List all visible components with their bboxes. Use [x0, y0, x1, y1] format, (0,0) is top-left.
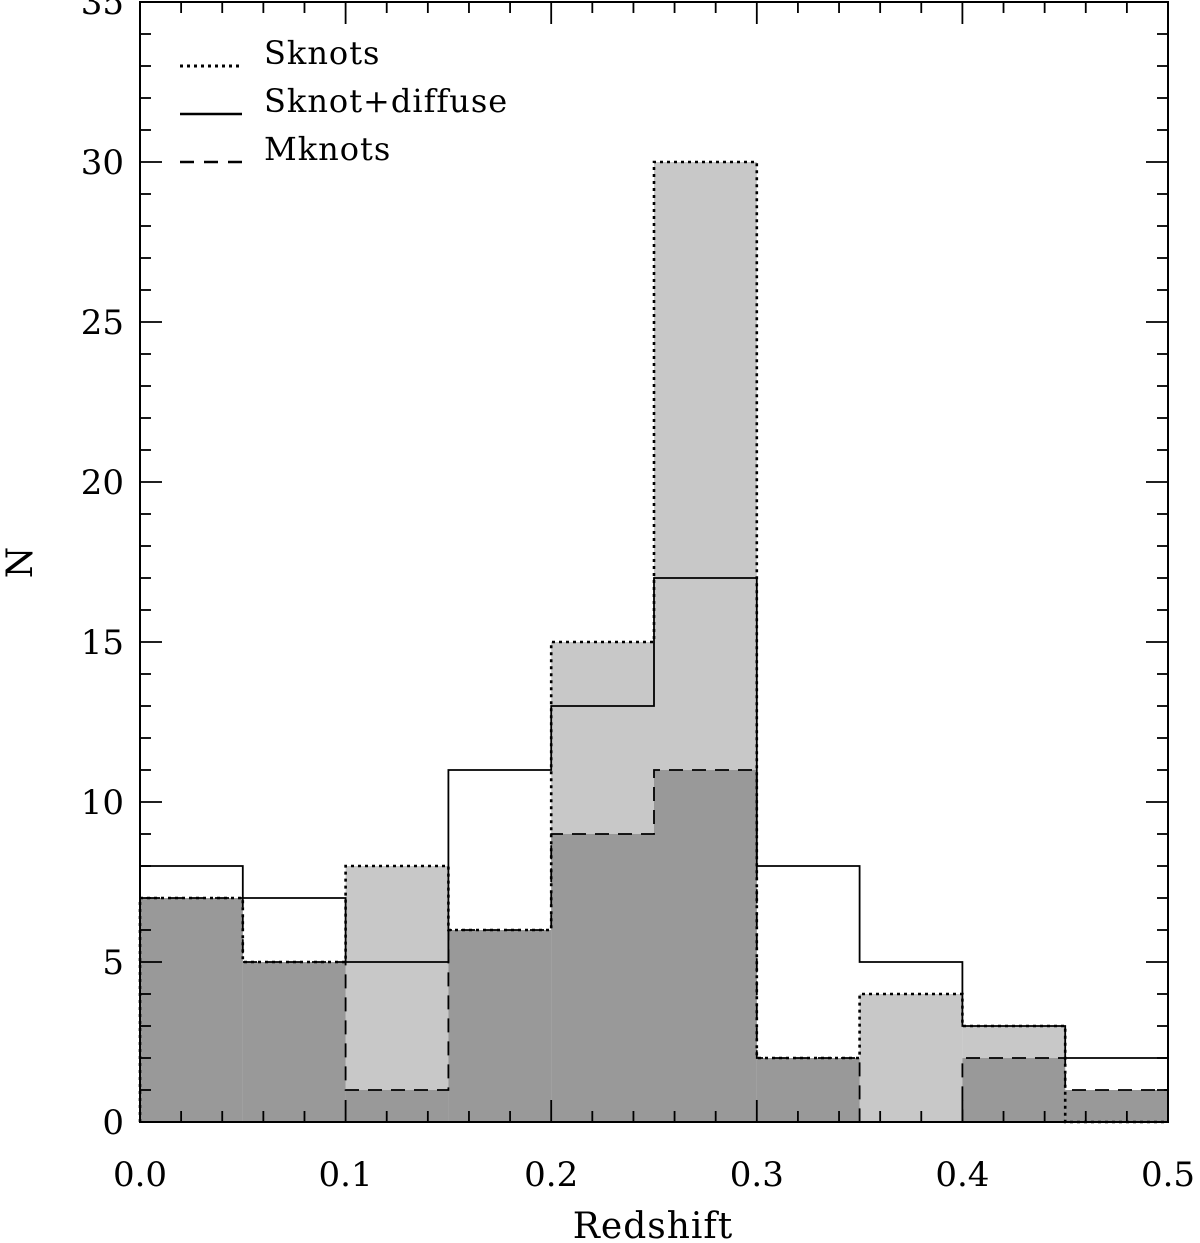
y-tick-label: 35 [81, 0, 124, 23]
x-tick-label: 0.0 [113, 1155, 167, 1195]
sknots-bar-fill [345, 866, 449, 1122]
plot-frame [139, 1, 1169, 1123]
y-tick-label: 25 [81, 303, 124, 343]
mknots-bar-fill [140, 898, 243, 1122]
y-axis-label: N [0, 546, 41, 579]
x-tick-label: 0.3 [730, 1155, 784, 1195]
x-tick-label: 0.2 [524, 1155, 578, 1195]
y-tick-label: 20 [81, 463, 124, 503]
mknots-bar-fill [242, 962, 346, 1122]
mknots-bar-fill [962, 1058, 1066, 1122]
histogram-fills [140, 162, 1168, 1122]
mknots-bar-fill [756, 1058, 860, 1122]
x-tick-label: 0.4 [935, 1155, 989, 1195]
sknot-diffuse-step-line [139, 577, 1168, 1122]
mknots-bar-fill [345, 1090, 449, 1122]
mknots-bar-fill [551, 834, 654, 1122]
axis-ticks [139, 1, 1169, 1123]
mknots-bar-fill [654, 770, 757, 1122]
tick-labels: 0.0 0.1 0.2 0.3 0.4 0.5 0 5 10 15 20 25 30 35 [81, 0, 1195, 1195]
x-axis-label: Redshift [573, 1206, 733, 1243]
y-tick-label: 5 [102, 943, 124, 983]
mknots-step-line [139, 769, 1168, 1123]
y-tick-label: 0 [102, 1103, 124, 1143]
histogram-outlines [138, 160, 1168, 1124]
legend-label: Sknots [264, 34, 380, 72]
y-tick-label: 30 [81, 143, 124, 183]
legend: Sknots Sknot+diffuse Mknots [180, 34, 508, 168]
y-tick-label: 10 [81, 783, 124, 823]
sknots-bar-fill [859, 994, 963, 1122]
x-tick-label: 0.5 [1141, 1155, 1195, 1195]
x-tick-label: 0.1 [319, 1155, 373, 1195]
mknots-bar-fill [448, 930, 552, 1122]
mknots-bar-fill [1065, 1090, 1168, 1122]
legend-label: Mknots [264, 130, 391, 168]
legend-label: Sknot+diffuse [264, 82, 508, 120]
y-tick-label: 15 [81, 623, 124, 663]
sknots-step-line [138, 160, 1168, 1124]
